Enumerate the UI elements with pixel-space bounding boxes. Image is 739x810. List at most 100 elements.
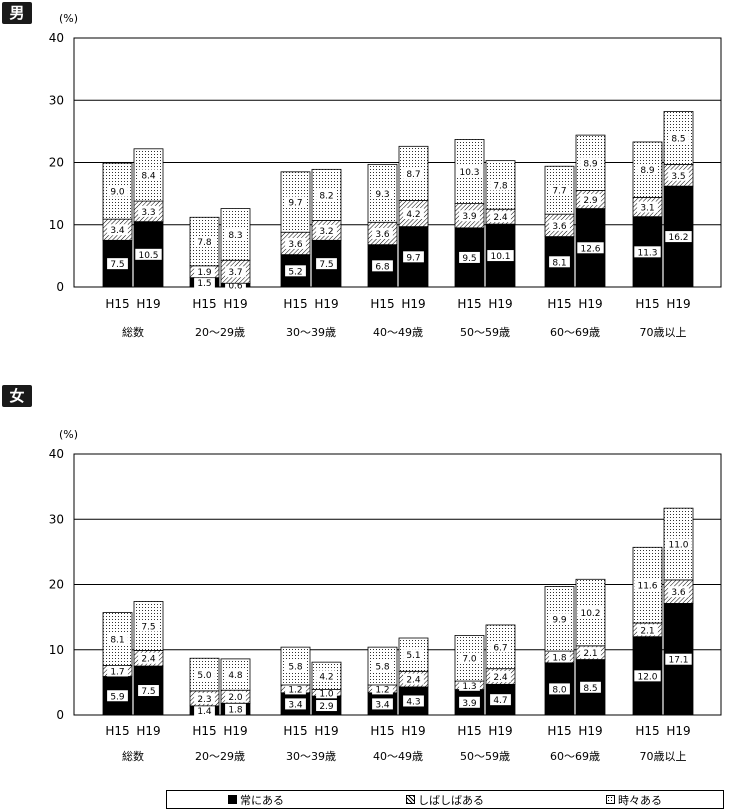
data-label-bg bbox=[194, 692, 215, 704]
y-tick-label: 40 bbox=[49, 31, 64, 45]
category-label: 70歳以上 bbox=[640, 326, 687, 339]
data-label: 9.7 bbox=[406, 253, 420, 263]
data-label-bg bbox=[138, 169, 159, 181]
data-label-bg bbox=[316, 687, 337, 699]
data-label-bg bbox=[403, 251, 424, 263]
data-label: 9.7 bbox=[288, 199, 302, 209]
data-label: 8.3 bbox=[228, 231, 242, 241]
year-tick-label: H15 bbox=[457, 724, 481, 738]
data-label-bg bbox=[194, 276, 215, 288]
plot-frame bbox=[73, 37, 722, 288]
year-tick-label: H19 bbox=[401, 724, 425, 738]
category-label: 40～49歳 bbox=[373, 750, 423, 763]
data-label-bg bbox=[459, 679, 480, 691]
data-label: 10.1 bbox=[490, 252, 510, 262]
category-label: 50～59歳 bbox=[460, 326, 510, 339]
legend-often: しばしばある bbox=[406, 792, 484, 808]
data-label-bg bbox=[372, 260, 393, 272]
data-label-bg bbox=[316, 670, 337, 682]
data-label-bg bbox=[549, 219, 570, 231]
data-label: 3.9 bbox=[462, 212, 477, 222]
data-label: 1.2 bbox=[288, 685, 302, 695]
data-label-bg bbox=[225, 228, 246, 240]
data-label: 8.5 bbox=[583, 684, 597, 694]
year-tick-label: H15 bbox=[370, 724, 394, 738]
data-label-bg bbox=[372, 660, 393, 672]
data-label-bg bbox=[135, 248, 162, 260]
year-tick-label: H15 bbox=[105, 297, 129, 311]
year-tick-label: H15 bbox=[105, 724, 129, 738]
data-label-bg bbox=[549, 256, 570, 268]
category-label: 50～59歳 bbox=[460, 750, 510, 763]
legend-always: 常にある bbox=[228, 792, 284, 808]
data-label: 6.8 bbox=[375, 262, 390, 272]
year-tick-label: H19 bbox=[314, 297, 338, 311]
data-label: 8.9 bbox=[583, 159, 598, 169]
data-label: 12.0 bbox=[637, 672, 657, 682]
chart-legend: 常にある しばしばある 時々ある bbox=[166, 790, 724, 809]
data-label: 8.0 bbox=[552, 685, 567, 695]
data-label: 8.1 bbox=[552, 258, 566, 268]
year-tick-label: H15 bbox=[457, 297, 481, 311]
legend-swatch-often bbox=[406, 795, 415, 804]
y-tick-label: 30 bbox=[49, 512, 64, 526]
year-tick-label: H19 bbox=[666, 724, 690, 738]
year-tick-label: H19 bbox=[578, 724, 602, 738]
data-label: 3.5 bbox=[671, 172, 685, 182]
data-label-bg bbox=[637, 624, 658, 636]
y-tick-label: 10 bbox=[49, 218, 64, 232]
data-label-bg bbox=[316, 224, 337, 236]
data-label-bg bbox=[225, 669, 246, 681]
data-label: 11.3 bbox=[637, 248, 657, 258]
data-label: 1.5 bbox=[197, 279, 211, 289]
data-label-bg bbox=[372, 698, 393, 710]
year-tick-label: H15 bbox=[547, 297, 571, 311]
data-label-bg bbox=[665, 538, 692, 550]
data-label: 4.8 bbox=[228, 671, 243, 681]
data-label-bg bbox=[549, 651, 570, 663]
data-label: 2.1 bbox=[583, 649, 597, 659]
year-tick-label: H19 bbox=[401, 297, 425, 311]
category-label: 20～29歳 bbox=[195, 750, 245, 763]
data-label: 11.6 bbox=[637, 582, 657, 592]
data-label-bg bbox=[634, 246, 661, 258]
data-label-bg bbox=[372, 227, 393, 239]
data-label-bg bbox=[665, 653, 692, 665]
data-label: 1.2 bbox=[375, 685, 389, 695]
data-label: 3.4 bbox=[110, 226, 125, 236]
data-label-bg bbox=[634, 579, 661, 591]
plot-frame bbox=[73, 453, 722, 716]
legend-sometimes: 時々ある bbox=[606, 792, 662, 808]
data-label: 3.4 bbox=[375, 700, 390, 710]
data-label: 8.2 bbox=[319, 191, 333, 201]
data-label-bg bbox=[403, 167, 424, 179]
data-label-bg bbox=[459, 696, 480, 708]
data-label: 7.5 bbox=[110, 260, 124, 270]
data-label: 2.0 bbox=[228, 693, 243, 703]
data-label-bg bbox=[194, 669, 215, 681]
data-label-bg bbox=[490, 694, 511, 706]
data-label: 4.2 bbox=[319, 672, 333, 682]
stacked-bar-charts: 0 10 20 30 40 (%) 7.5 3.4 9.0 H15 10.5 3.3 8.4 H19 総数 1… bbox=[49, 12, 722, 763]
data-label: 3.1 bbox=[640, 204, 654, 214]
data-label-bg bbox=[459, 652, 480, 664]
legend-label-always: 常にある bbox=[240, 793, 284, 807]
year-tick-label: H19 bbox=[666, 297, 690, 311]
data-label: 3.9 bbox=[462, 699, 477, 709]
data-label: 2.9 bbox=[319, 702, 334, 712]
category-label: 40～49歳 bbox=[373, 326, 423, 339]
data-label: 4.7 bbox=[493, 696, 507, 706]
data-label-bg bbox=[459, 210, 480, 222]
data-label-bg bbox=[372, 187, 393, 199]
female-panel-title: 女 bbox=[2, 385, 32, 407]
data-label: 5.0 bbox=[197, 671, 212, 681]
data-label: 5.2 bbox=[288, 267, 302, 277]
data-label: 6.7 bbox=[493, 643, 507, 653]
data-label-bg bbox=[487, 250, 514, 262]
data-label-bg bbox=[225, 279, 246, 291]
year-tick-label: H19 bbox=[136, 724, 160, 738]
data-label-bg bbox=[138, 685, 159, 697]
data-label-bg bbox=[225, 266, 246, 278]
data-label-bg bbox=[316, 189, 337, 201]
category-label: 総数 bbox=[122, 749, 144, 763]
